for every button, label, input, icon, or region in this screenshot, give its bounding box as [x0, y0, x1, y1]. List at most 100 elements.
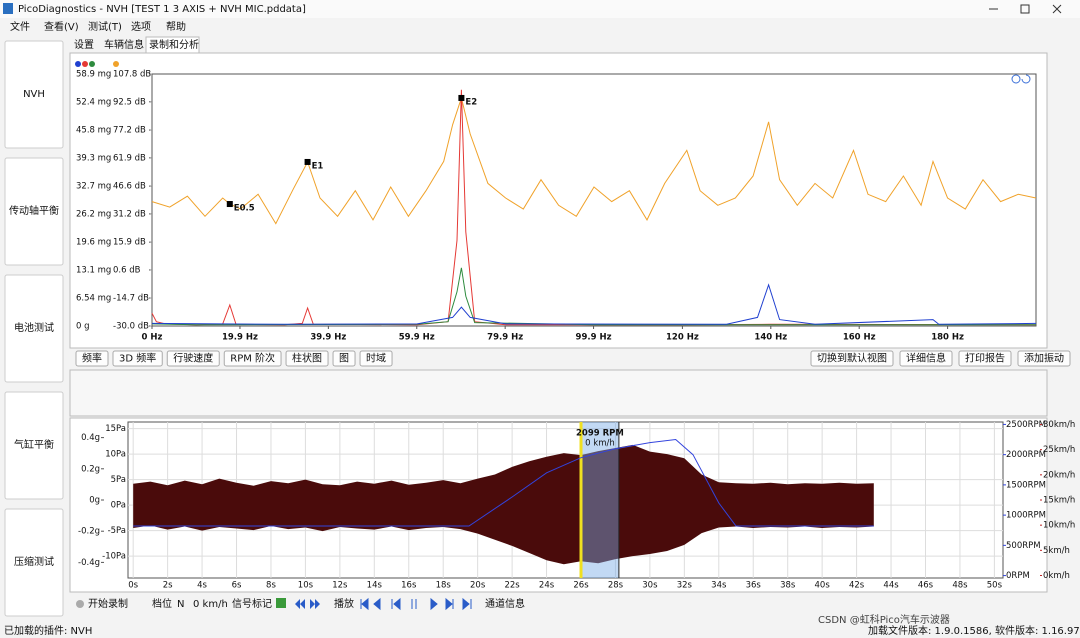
menu-item[interactable]: 查看(V) [44, 20, 79, 33]
add-marker[interactable] [276, 598, 286, 608]
tab[interactable]: 录制和分析 [149, 38, 199, 51]
view-button-frame[interactable] [75, 350, 109, 367]
order-label: E1 [312, 161, 324, 171]
sidebar-label[interactable]: 电池测试 [14, 321, 54, 334]
view-button[interactable]: 频率 [82, 352, 102, 365]
view-button[interactable]: 图 [339, 353, 349, 365]
view-button-frame[interactable] [112, 350, 163, 367]
action-button[interactable]: 添加振动 [1024, 352, 1064, 365]
view-button-frame[interactable] [359, 350, 393, 367]
x-tick-label: 140 Hz [754, 333, 787, 343]
menu-item[interactable]: 测试(T) [88, 20, 122, 33]
zoom-icons[interactable] [1011, 74, 1031, 84]
record-icon[interactable] [76, 600, 84, 608]
legend-dots [75, 61, 119, 67]
x-tick-label: 0 Hz [142, 333, 163, 343]
toolbar-record[interactable]: 开始录制 [88, 597, 128, 610]
x-tick-label: 2s [163, 581, 173, 591]
rpm-tick-label: 1000RPM [1006, 511, 1046, 521]
sidebar-label[interactable]: 气缸平衡 [14, 438, 54, 451]
sidebar-label[interactable]: 压缩测试 [14, 555, 54, 568]
x-tick-label: 59.9 Hz [399, 333, 435, 343]
waveform [133, 444, 874, 565]
x-tick-label: 24s [539, 581, 555, 591]
y-tick-label: 32.7 mg [76, 182, 111, 192]
pa-tick-label: 5Pa [111, 475, 126, 485]
toolbar-play[interactable]: 播放 [334, 597, 354, 610]
undo-zoom[interactable] [1021, 74, 1031, 84]
window-controls[interactable] [989, 4, 1062, 14]
speed-tick-label: 30km/h [1043, 420, 1075, 430]
sidebar-button[interactable] [4, 274, 64, 383]
y2-tick-label: 0.6 dB [113, 266, 141, 276]
view-button[interactable]: RPM 阶次 [230, 352, 275, 365]
menu-item[interactable]: 文件 [10, 20, 30, 33]
sidebar-button[interactable] [4, 508, 64, 617]
pa-tick-label: 0Pa [111, 501, 126, 511]
pa-tick-label: 15Pa [105, 424, 126, 434]
x-tick-label: 180 Hz [931, 333, 964, 343]
action-button[interactable]: 详细信息 [906, 352, 946, 365]
menu-item[interactable]: 选项 [131, 20, 151, 33]
action-button-frame[interactable] [1017, 350, 1071, 367]
toolbar-speed[interactable]: 0 km/h [193, 599, 228, 610]
view-button[interactable]: 柱状图 [292, 352, 322, 365]
selection[interactable] [581, 422, 619, 578]
view-button-frame[interactable] [332, 350, 356, 367]
sidebar-label[interactable]: 传动轴平衡 [9, 204, 59, 217]
dot [113, 61, 119, 67]
toolbar-gear[interactable]: N [177, 599, 184, 610]
g-tick-label: 0.4g [81, 433, 100, 443]
speed-tick-label: 0km/h [1043, 571, 1070, 581]
x-tick-label: 4s [197, 581, 207, 591]
play-controls[interactable] [360, 597, 472, 611]
menu-item[interactable]: 帮助 [166, 20, 186, 33]
x-tick-label: 12s [332, 581, 348, 591]
toolbar-channel[interactable]: 通道信息 [485, 597, 525, 610]
toolbar-gear-label[interactable]: 档位 [152, 597, 172, 610]
playback-icons[interactable] [76, 597, 472, 611]
speed-tick-label: 20km/h [1043, 470, 1075, 480]
sidebar-button[interactable] [4, 40, 64, 149]
x-tick-label: 22s [504, 581, 520, 591]
view-button-frame[interactable] [166, 350, 220, 367]
status-version: 加载文件版本: 1.9.0.1586, 软件版本: 1.16.97.0 [868, 624, 1080, 637]
close[interactable] [1052, 4, 1062, 14]
action-button-frame[interactable] [810, 350, 894, 367]
sidebar-button[interactable] [4, 157, 64, 266]
marker-nav[interactable] [295, 599, 320, 609]
x-tick-label: 48s [952, 581, 968, 591]
tab[interactable]: 车辆信息 [104, 38, 144, 51]
action-button[interactable]: 打印报告 [965, 352, 1005, 365]
x-tick-label: 99.9 Hz [576, 333, 612, 343]
x-tick-label: 14s [367, 581, 383, 591]
sidebar-button[interactable] [4, 391, 64, 500]
action-button-frame[interactable] [899, 350, 953, 367]
spectrum-trace [151, 283, 1037, 325]
view-button[interactable]: 3D 频率 [119, 352, 156, 365]
x-tick-label: 34s [711, 581, 727, 591]
view-button[interactable]: 行驶速度 [173, 352, 213, 365]
y2-tick-label: 61.9 dB [113, 153, 146, 163]
tab[interactable]: 设置 [74, 39, 94, 51]
view-button-frame[interactable] [223, 350, 282, 367]
action-button-frame[interactable] [958, 350, 1012, 367]
x-tick-label: 50s [987, 581, 1003, 591]
tab-selected[interactable] [145, 36, 200, 54]
action-button[interactable]: 切换到默认视图 [817, 352, 887, 365]
maximize[interactable] [1020, 4, 1030, 14]
x-tick-label: 16s [401, 581, 417, 591]
rpm-tick-label: 2000RPM [1006, 450, 1046, 460]
view-button-frame[interactable] [285, 350, 329, 367]
rpm-tick-label: 1500RPM [1006, 480, 1046, 490]
dot [89, 61, 95, 67]
toolbar-signal[interactable]: 信号标记 [232, 598, 272, 610]
pa-tick-label: -10Pa [102, 552, 126, 562]
sidebar-label[interactable]: NVH [23, 89, 45, 100]
zoom[interactable] [1011, 74, 1021, 84]
g-tick-label: 0.2g [81, 464, 100, 474]
view-button[interactable]: 时域 [366, 352, 386, 365]
y2-tick-label: 92.5 dB [113, 97, 146, 107]
